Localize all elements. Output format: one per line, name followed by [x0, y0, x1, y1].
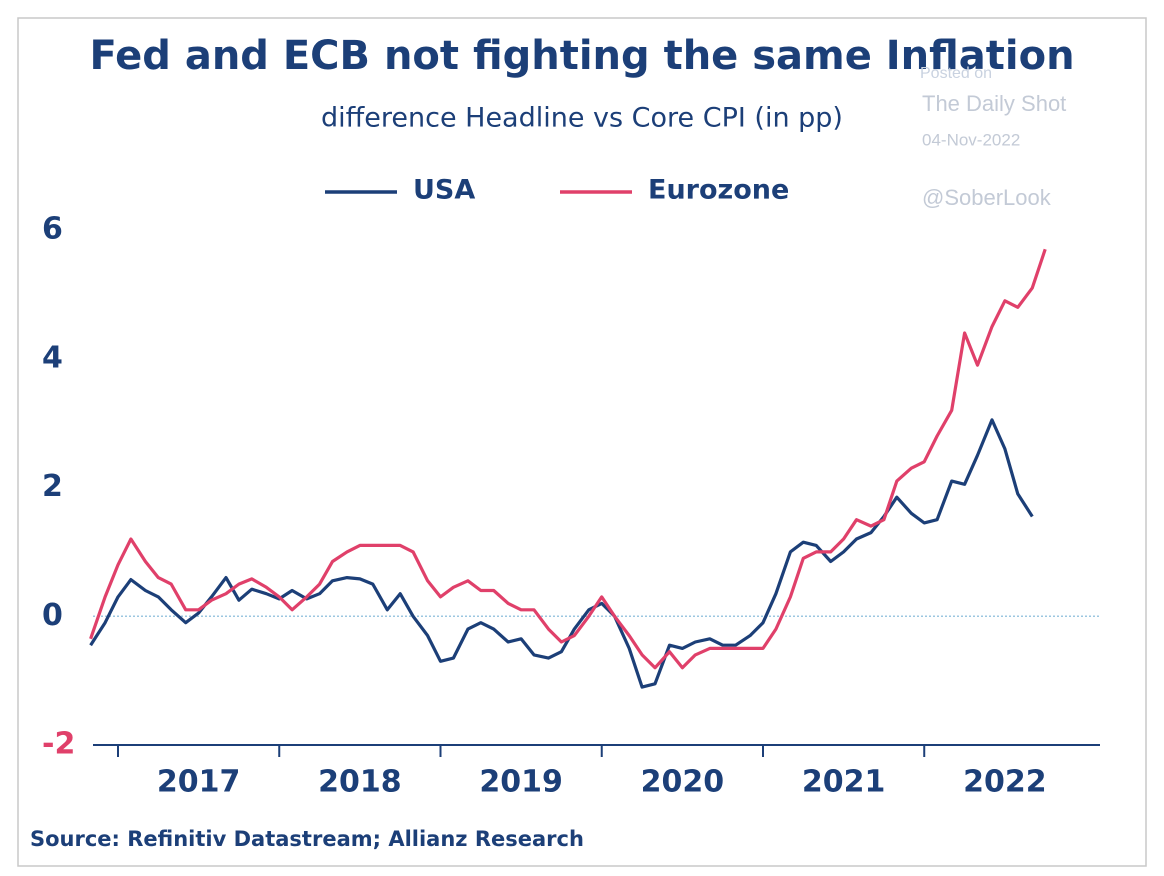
source-note: Source: Refinitiv Datastream; Allianz Re…: [30, 827, 584, 851]
series-line: [89, 248, 1047, 670]
x-tick-label: 2020: [641, 765, 725, 800]
y-tick-label: -2: [42, 727, 75, 762]
watermark-text: 04-Nov-2022: [922, 130, 1020, 149]
y-tick-label: 0: [42, 598, 63, 633]
frame: [17, 17, 1147, 867]
x-tick-label: 2021: [802, 765, 886, 800]
legend-label: USA: [413, 175, 475, 206]
x-tick-label: 2019: [479, 765, 563, 800]
chart-subtitle: difference Headline vs Core CPI (in pp): [321, 103, 843, 134]
watermark-text: @SoberLook: [922, 185, 1052, 210]
chart-title: Fed and ECB not fighting the same Inflat…: [89, 33, 1074, 79]
watermark-text: The Daily Shot: [922, 91, 1066, 116]
y-tick-label: 6: [42, 212, 63, 247]
series-line: [89, 418, 1034, 689]
x-tick-label: 2018: [318, 765, 402, 800]
y-tick-label: 2: [42, 469, 63, 504]
x-tick-label: 2022: [963, 765, 1047, 800]
legend-label: Eurozone: [648, 175, 789, 206]
watermark: Posted on The Daily Shot 04-Nov-2022 @So…: [920, 65, 1066, 210]
y-tick-label: 4: [42, 340, 63, 375]
x-tick-label: 2017: [157, 765, 241, 800]
watermark-text: Posted on: [920, 65, 992, 82]
